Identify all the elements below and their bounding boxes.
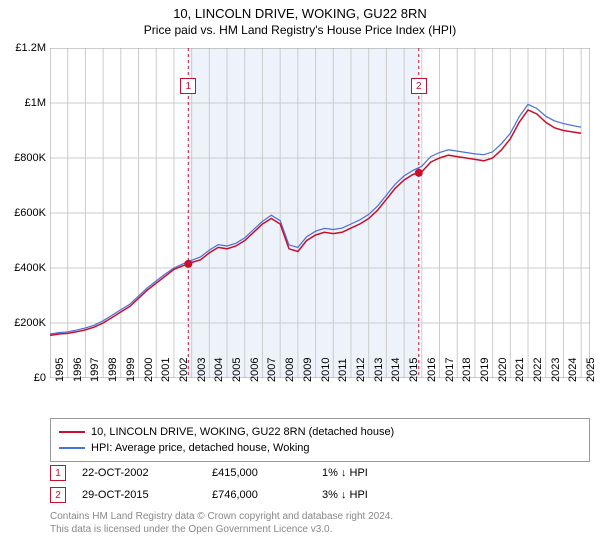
sales-row-badge: 1 [50,465,66,481]
x-tick-label: 2001 [160,358,172,382]
chart-marker-badge: 1 [180,78,196,94]
legend-box: 10, LINCOLN DRIVE, WOKING, GU22 8RN (det… [50,418,590,462]
x-tick-label: 2011 [337,358,349,382]
title-block: 10, LINCOLN DRIVE, WOKING, GU22 8RN Pric… [0,0,600,39]
x-tick-label: 2016 [426,358,438,382]
legend-row: 10, LINCOLN DRIVE, WOKING, GU22 8RN (det… [59,424,581,440]
x-tick-label: 2010 [320,358,332,382]
x-tick-label: 2021 [514,358,526,382]
title-main: 10, LINCOLN DRIVE, WOKING, GU22 8RN [0,6,600,21]
footnote-line1: Contains HM Land Registry data © Crown c… [50,510,590,523]
x-tick-label: 2025 [585,358,597,382]
y-tick-label: £800K [14,152,46,164]
x-tick-label: 2012 [355,358,367,382]
sales-row-date: 22-OCT-2002 [82,467,212,479]
x-tick-label: 2008 [284,358,296,382]
x-tick-label: 2015 [408,358,420,382]
line-chart-svg [50,48,590,378]
y-tick-label: £0 [34,372,46,384]
x-tick-label: 1996 [72,358,84,382]
title-sub: Price paid vs. HM Land Registry's House … [0,23,600,37]
sales-row-diff: 3% ↓ HPI [322,489,442,501]
sales-row-price: £415,000 [212,467,322,479]
x-tick-label: 2000 [143,358,155,382]
x-tick-label: 2022 [532,358,544,382]
x-tick-label: 2023 [550,358,562,382]
y-tick-label: £1M [25,97,46,109]
x-tick-label: 2006 [249,358,261,382]
x-tick-label: 2018 [461,358,473,382]
legend-label: 10, LINCOLN DRIVE, WOKING, GU22 8RN (det… [91,424,394,440]
x-tick-label: 2007 [266,358,278,382]
chart-container: 10, LINCOLN DRIVE, WOKING, GU22 8RN Pric… [0,0,600,560]
x-tick-label: 2014 [390,358,402,382]
legend-swatch [59,447,85,449]
y-tick-label: £400K [14,262,46,274]
x-tick-label: 2019 [479,358,491,382]
y-tick-label: £200K [14,317,46,329]
x-tick-label: 1998 [107,358,119,382]
chart-marker-badge: 2 [411,78,427,94]
sales-row-badge: 2 [50,487,66,503]
legend-swatch [59,431,85,433]
sales-row-price: £746,000 [212,489,322,501]
x-tick-label: 2009 [302,358,314,382]
y-tick-label: £600K [14,207,46,219]
x-tick-label: 2004 [213,358,225,382]
x-tick-label: 1997 [89,358,101,382]
sales-table: 1 22-OCT-2002£415,0001% ↓ HPI 2 29-OCT-2015… [50,462,590,506]
x-tick-label: 1995 [54,358,66,382]
chart-area: £0£200K£400K£600K£800K£1M£1.2M1995199619… [50,48,590,378]
footnote: Contains HM Land Registry data © Crown c… [50,510,590,536]
sales-row-diff: 1% ↓ HPI [322,467,442,479]
x-tick-label: 2017 [444,358,456,382]
x-tick-label: 2005 [231,358,243,382]
sales-row-date: 29-OCT-2015 [82,489,212,501]
x-tick-label: 2020 [497,358,509,382]
x-tick-label: 1999 [125,358,137,382]
x-tick-label: 2003 [196,358,208,382]
x-tick-label: 2013 [373,358,385,382]
y-tick-label: £1.2M [15,42,46,54]
x-tick-label: 2002 [178,358,190,382]
legend-row: HPI: Average price, detached house, Woki… [59,440,581,456]
sales-row: 2 29-OCT-2015£746,0003% ↓ HPI [50,484,590,506]
x-tick-label: 2024 [567,358,579,382]
sales-row: 1 22-OCT-2002£415,0001% ↓ HPI [50,462,590,484]
legend-label: HPI: Average price, detached house, Woki… [91,440,310,456]
footnote-line2: This data is licensed under the Open Gov… [50,523,590,536]
